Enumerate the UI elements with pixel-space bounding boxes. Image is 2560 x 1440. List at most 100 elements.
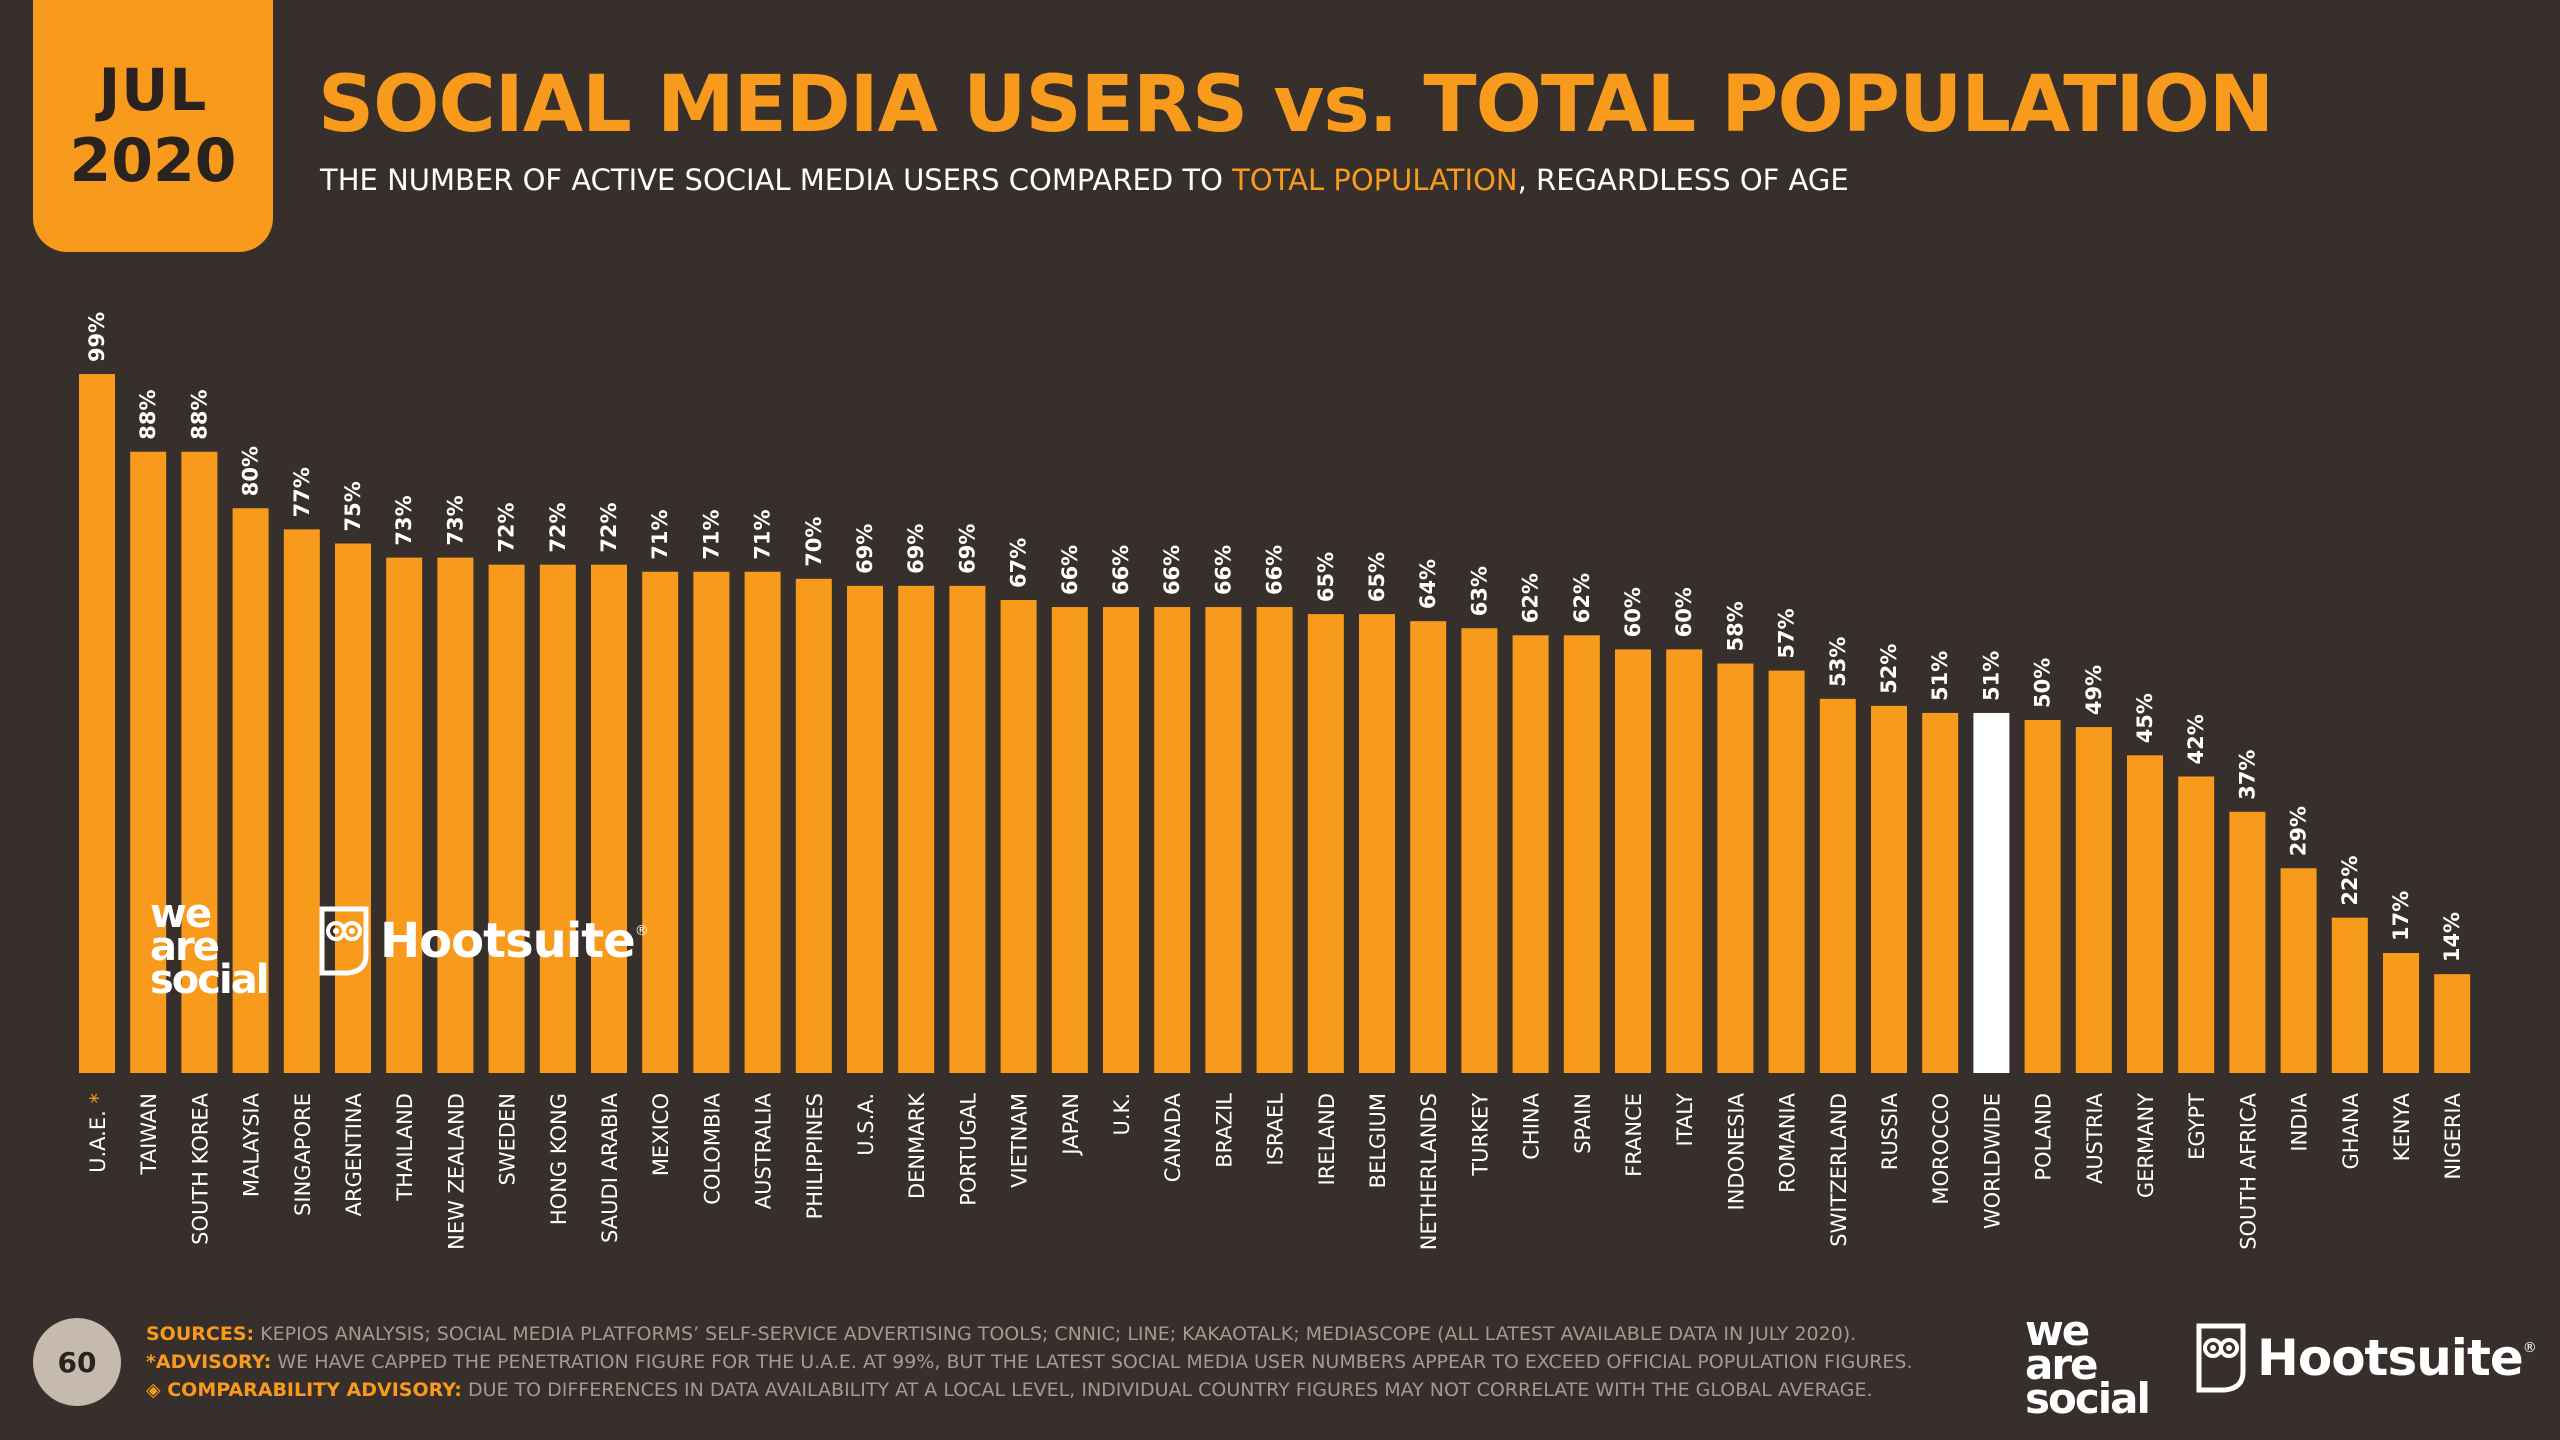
bar-malaysia xyxy=(232,508,269,1073)
bar-new-zealand xyxy=(437,557,474,1073)
value-label-brazil: 66% xyxy=(1211,545,1235,595)
category-label-egypt: EGYPT xyxy=(2185,1093,2209,1160)
bar-portugal xyxy=(949,585,986,1073)
category-label-u-k: U.K. xyxy=(1110,1093,1134,1136)
category-label-ghana: GHANA xyxy=(2339,1092,2363,1169)
category-label-germany: GERMANY xyxy=(2134,1093,2158,1198)
value-label-ireland: 65% xyxy=(1314,552,1338,602)
page-title: SOCIAL MEDIA USERS vs. TOTAL POPULATION xyxy=(318,60,2274,150)
category-label-malaysia: MALAYSIA xyxy=(240,1092,264,1197)
value-label-morocco: 51% xyxy=(1928,651,1952,701)
footer-hootsuite-wordmark: Hootsuite xyxy=(2257,1329,2524,1387)
bar-colombia xyxy=(693,571,730,1073)
value-label-u-s-a: 69% xyxy=(853,524,877,574)
date-badge: JUL 2020 xyxy=(33,0,273,252)
sources-text: KEPIOS ANALYSIS; SOCIAL MEDIA PLATFORMS’… xyxy=(254,1323,1857,1345)
category-label-u-s-a: U.S.A. xyxy=(854,1093,878,1156)
category-label-south-africa: SOUTH AFRICA xyxy=(2236,1092,2260,1249)
value-label-thailand: 73% xyxy=(392,495,416,545)
footer-hootsuite-logo: Hootsuite ® xyxy=(2195,1322,2537,1394)
bar-romania xyxy=(1768,670,1805,1073)
value-label-japan: 66% xyxy=(1058,545,1082,595)
value-label-russia: 52% xyxy=(1877,644,1901,694)
bar-vietnam xyxy=(1000,599,1037,1073)
category-label-worldwide: WORLDWIDE xyxy=(1980,1093,2004,1229)
category-label-u-a-e: U.A.E. * xyxy=(86,1093,110,1173)
bar-brazil xyxy=(1205,607,1242,1073)
footer-logo-word-social: social xyxy=(2025,1374,2151,1423)
footnotes: SOURCES: KEPIOS ANALYSIS; SOCIAL MEDIA P… xyxy=(146,1320,1946,1404)
value-label-hong-kong: 72% xyxy=(546,502,570,552)
value-label-malaysia: 80% xyxy=(239,446,263,496)
category-label-indonesia: INDONESIA xyxy=(1724,1092,1748,1210)
bar-switzerland xyxy=(1819,698,1856,1073)
category-label-portugal: PORTUGAL xyxy=(956,1093,980,1206)
value-label-turkey: 63% xyxy=(1467,566,1491,616)
bar-russia xyxy=(1871,705,1907,1073)
category-label-brazil: BRAZIL xyxy=(1212,1093,1236,1168)
bar-morocco xyxy=(1922,712,1959,1073)
bar-india xyxy=(2280,868,2317,1073)
category-label-nigeria: NIGERIA xyxy=(2441,1092,2465,1179)
bar-ghana xyxy=(2331,917,2368,1073)
category-label-taiwan: TAIWAN xyxy=(137,1093,161,1175)
bar-japan xyxy=(1051,607,1088,1073)
value-label-france: 60% xyxy=(1621,587,1645,637)
value-label-denmark: 69% xyxy=(904,524,928,574)
category-label-vietnam: VIETNAM xyxy=(1008,1093,1032,1188)
footer-owl-icon xyxy=(2196,1323,2246,1393)
category-label-china: CHINA xyxy=(1520,1092,1544,1159)
category-label-austria: AUSTRIA xyxy=(2083,1092,2107,1184)
bar-chart: 99% U.A.E. * 88% TAIWAN 88% SOUTH KOREA 80% MAL… xyxy=(79,312,2471,1250)
page-subtitle: THE NUMBER OF ACTIVE SOCIAL MEDIA USERS … xyxy=(320,163,1849,197)
category-label-switzerland: SWITZERLAND xyxy=(1827,1093,1851,1247)
value-label-india: 29% xyxy=(2287,806,2311,856)
bar-sweden xyxy=(488,564,525,1073)
value-label-saudi-arabia: 72% xyxy=(597,502,621,552)
bar-hong-kong xyxy=(539,564,576,1073)
value-label-singapore: 77% xyxy=(290,467,314,517)
value-label-sweden: 72% xyxy=(495,502,519,552)
advisory-note: *ADVISORY: WE HAVE CAPPED THE PENETRATIO… xyxy=(146,1348,1946,1376)
value-label-spain: 62% xyxy=(1570,573,1594,623)
bar-u-k xyxy=(1103,607,1139,1073)
value-label-egypt: 42% xyxy=(2184,714,2208,764)
category-label-saudi-arabia: SAUDI ARABIA xyxy=(598,1092,622,1243)
bar-china xyxy=(1512,635,1549,1073)
bar-italy xyxy=(1666,649,1703,1073)
value-label-indonesia: 58% xyxy=(1723,601,1747,651)
category-label-israel: ISRAEL xyxy=(1264,1093,1288,1166)
value-label-colombia: 71% xyxy=(699,509,723,559)
bar-france xyxy=(1615,649,1651,1073)
bar-saudi-arabia xyxy=(591,564,627,1073)
value-label-ghana: 22% xyxy=(2338,855,2362,905)
value-label-china: 62% xyxy=(1519,573,1543,623)
hootsuite-logo: Hootsuite ® xyxy=(318,905,649,977)
comparability-note: ◈ COMPARABILITY ADVISORY: DUE TO DIFFERE… xyxy=(146,1376,1946,1404)
category-label-turkey: TURKEY xyxy=(1468,1093,1492,1177)
category-label-thailand: THAILAND xyxy=(393,1093,417,1202)
bar-south-africa xyxy=(2229,811,2266,1073)
footer-logo-word-we: we xyxy=(2025,1306,2090,1355)
category-label-australia: AUSTRALIA xyxy=(752,1092,776,1209)
value-label-kenya: 17% xyxy=(2389,891,2413,941)
value-label-italy: 60% xyxy=(1672,587,1696,637)
logo-word-social: social xyxy=(150,957,269,1003)
bar-australia xyxy=(744,571,781,1073)
owl-icon xyxy=(319,906,369,976)
category-label-india: INDIA xyxy=(2288,1092,2312,1151)
bar-u-a-e xyxy=(79,374,115,1073)
bar-israel xyxy=(1256,607,1293,1073)
value-label-canada: 66% xyxy=(1160,545,1184,595)
asterisk-marker: * xyxy=(86,1093,110,1110)
category-label-belgium: BELGIUM xyxy=(1366,1093,1390,1188)
value-label-australia: 71% xyxy=(751,509,775,559)
value-label-u-a-e: 99% xyxy=(85,312,109,362)
category-label-kenya: KENYA xyxy=(2390,1092,2414,1161)
category-label-hong-kong: HONG KONG xyxy=(547,1093,571,1225)
category-label-philippines: PHILIPPINES xyxy=(803,1093,827,1219)
value-label-worldwide: 51% xyxy=(1979,651,2003,701)
bar-egypt xyxy=(2178,776,2215,1073)
sources-label: SOURCES: xyxy=(146,1323,255,1345)
value-label-austria: 49% xyxy=(2082,665,2106,715)
